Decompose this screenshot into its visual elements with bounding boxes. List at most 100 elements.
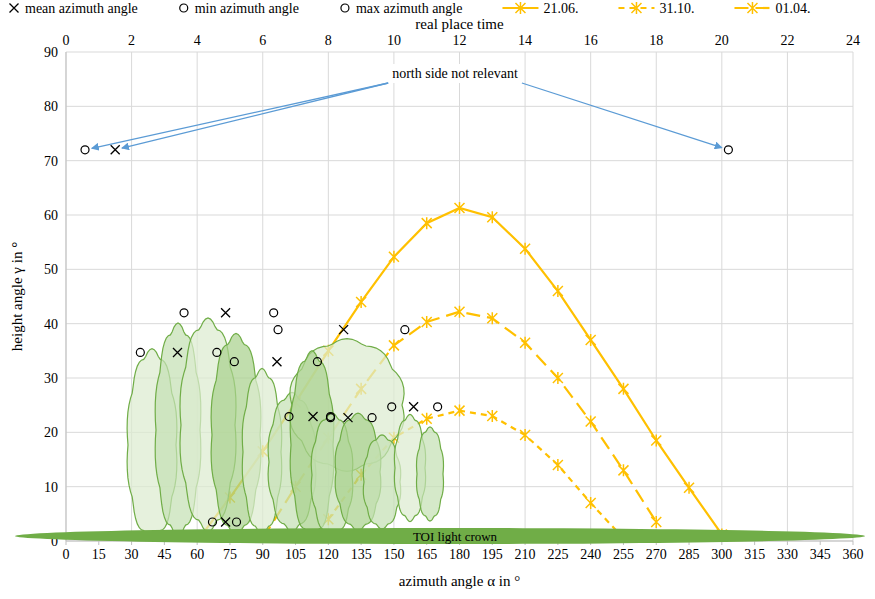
x-grid-line (656, 52, 657, 541)
azimuth-point (344, 413, 353, 422)
y-tick-label: 90 (44, 45, 58, 60)
marker-x (339, 325, 348, 334)
sun-path-line (328, 411, 623, 539)
x-tick-label: 165 (416, 547, 437, 562)
legend-label: max azimuth angle (356, 1, 463, 16)
marker-asterisk (422, 217, 432, 229)
azimuth-point (180, 309, 188, 317)
x2-tick-label: 16 (584, 33, 598, 48)
marker-asterisk (586, 497, 596, 509)
sun-path-point (651, 516, 661, 528)
plot-area (81, 145, 732, 541)
marker-circle (81, 146, 89, 154)
legend-marker (10, 4, 19, 13)
azimuth-point (81, 146, 89, 154)
x-tick-label: 135 (351, 547, 372, 562)
x-tick-label: 345 (810, 547, 831, 562)
x2-tick-label: 12 (453, 33, 467, 48)
legend-entry: 21.06. (502, 1, 578, 16)
marker-x (221, 517, 230, 526)
x-tick-label: 330 (777, 547, 798, 562)
legend-marker (341, 4, 349, 12)
marker-circle (327, 413, 335, 421)
azimuth-point (221, 308, 230, 317)
marker-circle (368, 414, 376, 422)
marker-asterisk (455, 306, 465, 318)
x2-tick-label: 14 (518, 33, 532, 48)
y-axis-line (66, 52, 67, 541)
azimuth-point (270, 309, 278, 317)
y-tick-label: 60 (44, 208, 58, 223)
marker-asterisk (747, 2, 757, 14)
sun-path-point (553, 285, 563, 297)
sun-path-point (651, 434, 661, 446)
legend-entry: 01.04. (734, 1, 810, 16)
sun-path-point (586, 334, 596, 346)
marker-x (309, 412, 318, 421)
marker-asterisk (389, 339, 399, 351)
y-tick-label: 20 (44, 425, 58, 440)
sun-path-point (520, 429, 530, 441)
azimuth-point (434, 403, 442, 411)
azimuth-point (368, 414, 376, 422)
x-tick (98, 541, 99, 545)
x-tick-label: 60 (190, 547, 204, 562)
marker-x (10, 4, 19, 13)
marker-asterisk (422, 316, 432, 328)
annotation: north side not relevant (392, 66, 518, 81)
y-tick-label: 30 (44, 371, 58, 386)
marker-circle (724, 146, 732, 154)
x2-tick-label: 22 (780, 33, 794, 48)
annotation-arrow (92, 83, 388, 148)
azimuth-point (724, 146, 732, 154)
x-tick-label: 90 (256, 547, 270, 562)
x2-tick-label: 8 (325, 33, 332, 48)
x2-tick-label: 20 (715, 33, 729, 48)
marker-asterisk (553, 372, 563, 384)
x-tick-label: 195 (482, 547, 503, 562)
marker-x (344, 413, 353, 422)
azimuth-point (221, 517, 230, 526)
x2-tick-label: 2 (128, 33, 135, 48)
legend-label: 01.04. (775, 1, 810, 16)
marker-circle (233, 518, 241, 526)
x-tick-label: 120 (318, 547, 339, 562)
legend-label: 21.06. (543, 1, 578, 16)
sun-path-line (263, 312, 657, 539)
marker-x (111, 145, 120, 154)
sun-path-point (520, 243, 530, 255)
marker-circle (285, 413, 293, 421)
marker-circle (136, 348, 144, 356)
x2-tick-label: 6 (259, 33, 266, 48)
legend-marker (631, 2, 641, 14)
annotation-arrows (92, 83, 722, 148)
marker-asterisk (520, 243, 530, 255)
azimuth-point (409, 402, 418, 411)
x-tick (853, 541, 854, 545)
legend-entry: max azimuth angle (341, 1, 463, 16)
sun-path-point (487, 211, 497, 223)
legend-entry: mean azimuth angle (10, 1, 138, 16)
x-tick-label: 180 (449, 547, 470, 562)
marker-asterisk (389, 251, 399, 263)
marker-asterisk (586, 415, 596, 427)
x2-axis-title: real place time (415, 16, 504, 32)
azimuth-point (233, 518, 241, 526)
marker-asterisk (553, 285, 563, 297)
trees (127, 318, 443, 541)
marker-asterisk (487, 410, 497, 422)
marker-circle (270, 309, 278, 317)
marker-circle (388, 403, 396, 411)
azimuth-point (401, 326, 409, 334)
x-grid-line (459, 52, 460, 541)
marker-asterisk (553, 459, 563, 471)
x-tick-label: 225 (547, 547, 568, 562)
x-tick-label: 300 (711, 547, 732, 562)
y-tick-label: 80 (44, 99, 58, 114)
marker-asterisk (422, 413, 432, 425)
x-tick-label: 240 (580, 547, 601, 562)
x2-tick-label: 24 (846, 33, 860, 48)
x-tick-label: 150 (383, 547, 404, 562)
marker-asterisk (356, 296, 366, 308)
marker-x (173, 348, 182, 357)
